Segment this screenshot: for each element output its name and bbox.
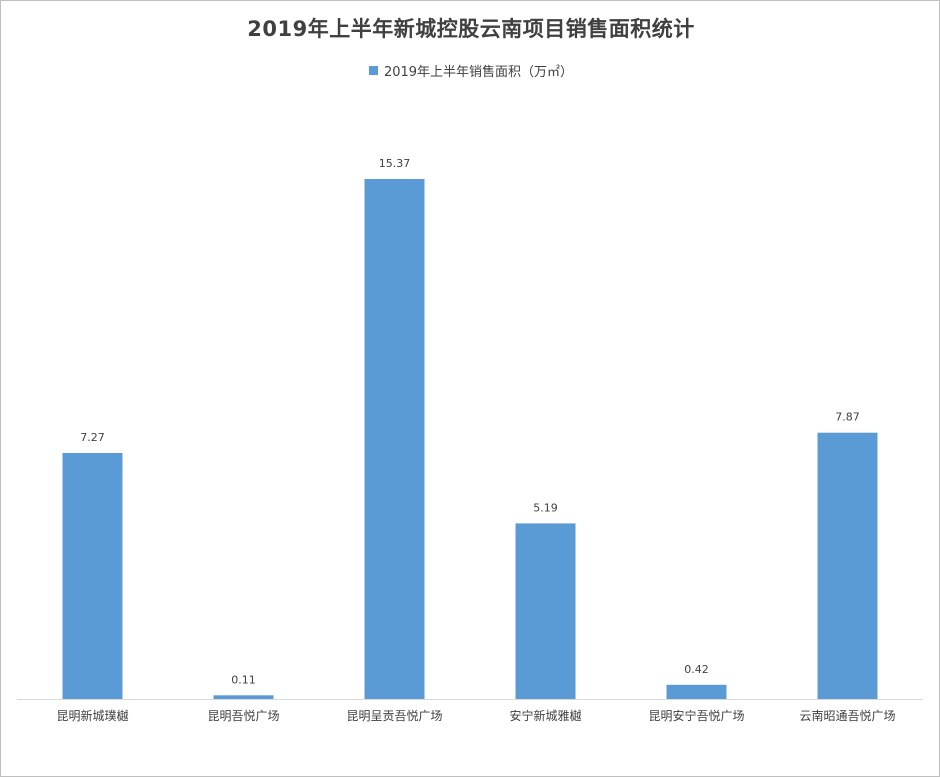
bars-layer	[62, 179, 878, 699]
bar	[817, 432, 878, 699]
legend-label: 2019年上半年销售面积（万㎡）	[383, 65, 574, 80]
bar-value-label: 15.37	[379, 157, 411, 170]
category-tick-label: 昆明新城璞樾	[56, 708, 128, 723]
chart-title: 2019年上半年新城控股云南项目销售面积统计	[247, 17, 695, 41]
category-tick-label: 昆明呈贡吾悦广场	[346, 709, 442, 723]
bar-value-label: 0.42	[684, 663, 709, 676]
category-labels-layer: 昆明新城璞樾 昆明吾悦广场 昆明呈贡吾悦广场 安宁新城雅樾 昆明安宁吾悦广场 云南昭通吾悦…	[56, 708, 895, 723]
category-tick-label: 昆明吾悦广场	[207, 709, 279, 723]
category-tick-label: 云南昭通吾悦广场	[799, 708, 895, 723]
legend-swatch	[368, 66, 378, 75]
bar-value-label: 7.27	[80, 431, 105, 444]
chart-legend: 2019年上半年销售面积（万㎡）	[1, 61, 940, 80]
bar-value-label: 5.19	[533, 501, 558, 514]
bar-value-label: 7.87	[835, 411, 860, 424]
bar	[515, 523, 576, 699]
category-tick-label: 昆明安宁吾悦广场	[648, 708, 744, 723]
bar	[364, 179, 425, 699]
bar-value-label: 0.11	[231, 673, 256, 686]
bar	[213, 695, 274, 699]
value-labels-layer: 7.27 0.11 15.37 5.19 0.42 7.87	[80, 157, 860, 686]
bar	[666, 684, 727, 699]
bar	[62, 453, 123, 699]
category-tick-label: 安宁新城雅樾	[509, 708, 581, 723]
